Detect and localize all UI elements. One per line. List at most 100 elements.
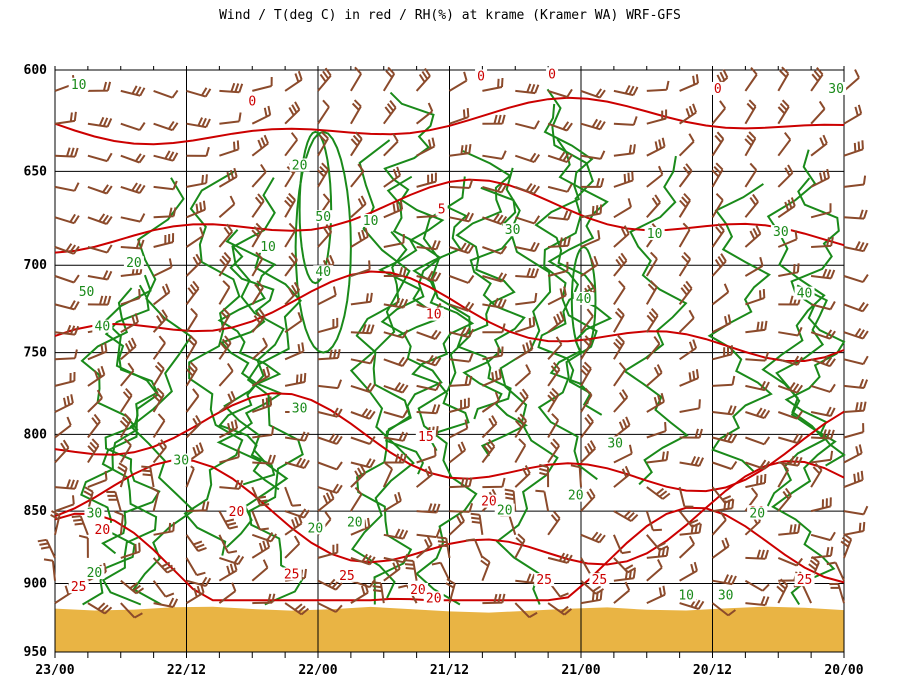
wind-barb [382, 462, 394, 488]
wind-barb [843, 470, 864, 489]
wind-barb [54, 274, 80, 284]
wind-barb [646, 451, 669, 464]
wind-barb [580, 150, 606, 160]
rh-contour-label-bg [826, 81, 847, 95]
wind-barb [284, 486, 302, 507]
wind-barb [745, 549, 769, 560]
isotherm-label: 15 [418, 430, 434, 445]
isotherm-label: 0 [548, 67, 556, 82]
wind-barb [613, 416, 631, 439]
wind-barb [218, 167, 238, 188]
wind-barb [843, 274, 869, 284]
wind-barb [744, 66, 758, 92]
wind-barb [218, 362, 234, 387]
rh-contour-label: 10 [71, 78, 87, 93]
wind-barb [504, 488, 517, 512]
wind-barb [810, 462, 823, 488]
wind-barb [218, 335, 232, 360]
wind-barb [416, 329, 442, 340]
rh-contour-label-bg [794, 286, 815, 300]
isotherm-label-bg [281, 567, 302, 581]
wind-barb [678, 193, 691, 218]
wind-barb [317, 379, 343, 390]
wind-barb [514, 183, 541, 195]
wind-barb [579, 361, 592, 387]
wind-barb [150, 486, 160, 512]
wind-barb [745, 459, 771, 470]
isotherm-label: 25 [339, 569, 355, 584]
rh-contour [349, 139, 415, 599]
isotherm-label: 25 [592, 573, 608, 588]
isotherm-label: 0 [714, 82, 722, 97]
rh-contour [217, 229, 282, 486]
wind-barb [317, 67, 332, 92]
wind-barb [120, 85, 146, 97]
wind-barb [416, 381, 442, 392]
wind-barb [185, 253, 202, 277]
wind-barb [350, 195, 367, 219]
isotherm-0C [54, 96, 845, 146]
y-tick-label: 800 [24, 427, 48, 442]
wind-barb [514, 602, 538, 619]
wind-barb [744, 225, 762, 248]
rh-contour-label: 20 [497, 504, 513, 519]
wind-barb [78, 534, 89, 558]
wind-barb [777, 382, 804, 394]
wind-barb [678, 309, 695, 333]
wind-barb [745, 288, 766, 306]
wind-barb [482, 369, 502, 387]
x-tick-label: 20/00 [824, 663, 863, 678]
wind-barb [284, 602, 310, 616]
wind-barb [745, 473, 767, 489]
wind-barb [350, 66, 362, 92]
rh-contour-label: 10 [678, 589, 694, 604]
rh-contour-label-bg [289, 158, 310, 172]
wind-barb [580, 88, 606, 99]
wind-barb [87, 184, 113, 195]
wind-barb [153, 150, 179, 162]
rh-contour-label: 20 [126, 256, 142, 271]
rh-contour-label: 30 [773, 225, 789, 240]
wind-barb [547, 438, 560, 464]
wind-barb [445, 578, 456, 604]
wind-barb [218, 510, 239, 530]
wind-barb [251, 486, 270, 507]
wind-barb [482, 477, 506, 489]
isotherm-label: 25 [71, 580, 87, 595]
wind-barb [120, 542, 141, 559]
wind-barb [284, 342, 305, 361]
wind-barb [317, 162, 330, 188]
wind-barb [514, 465, 531, 488]
rh-contour [129, 177, 196, 606]
wind-barb [679, 103, 698, 125]
wind-barb [711, 537, 730, 559]
wind-barb [777, 197, 796, 219]
wind-barb [612, 534, 631, 555]
wind-barb [218, 280, 231, 305]
wind-barb [54, 439, 70, 464]
wind-barb [613, 225, 630, 248]
isotherm-label-bg [589, 573, 610, 587]
wind-barb [778, 295, 802, 306]
isotherm-label: 5 [438, 203, 446, 218]
wind-barb [152, 413, 166, 439]
wind-barb [185, 361, 198, 387]
wind-barb [119, 387, 133, 413]
wind-barb [317, 461, 343, 471]
wind-barb [251, 105, 272, 125]
wind-barb [547, 602, 573, 616]
rh-contour-label-bg [502, 223, 523, 237]
wind-barb [777, 230, 798, 248]
rh-contour-label: 20 [292, 158, 308, 173]
wind-barb [843, 355, 869, 366]
rh-contour-label-bg [84, 506, 105, 520]
wind-barb [580, 531, 606, 544]
wind-barb [383, 267, 407, 277]
x-tick-label: 23/00 [35, 663, 74, 678]
wind-barb [219, 554, 245, 566]
axis-tick-labels-layer: 600 650 700 750 800 850 900 950 23/00 22/12 22/00 2… [24, 63, 864, 678]
wind-barb [383, 491, 402, 512]
wind-barb [153, 258, 173, 277]
wind-barb [613, 171, 634, 188]
